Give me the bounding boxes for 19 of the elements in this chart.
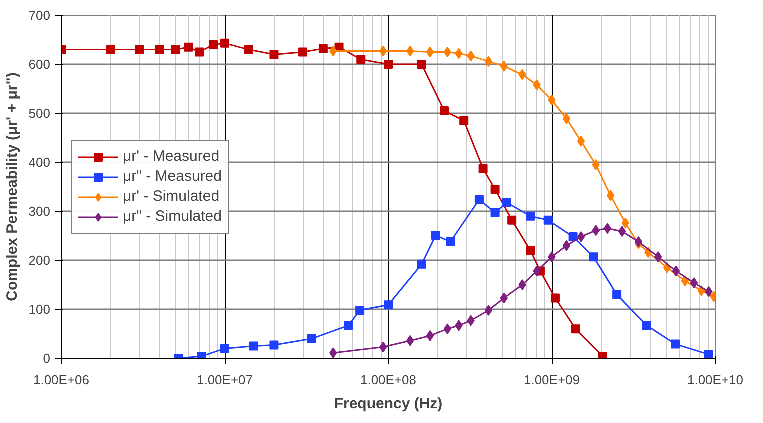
legend-label: μr' - Measured [123, 148, 220, 165]
y-tick-label: 300 [28, 204, 51, 219]
y-tick-label: 0 [43, 351, 51, 366]
y-tick-label: 600 [28, 57, 51, 72]
x-tick-label: 1.00E+07 [196, 372, 254, 388]
x-tick-label: 1.00E+08 [360, 372, 417, 388]
x-axis-title: Frequency (Hz) [334, 396, 443, 412]
x-tick-label: 1.00E+10 [687, 372, 744, 388]
x-tick-label: 1.00E+06 [33, 372, 90, 388]
y-tick-label: 700 [28, 8, 51, 23]
legend-label: μr" - Simulated [123, 208, 222, 225]
y-tick-label: 200 [28, 253, 51, 268]
y-tick-label: 400 [28, 155, 51, 170]
legend-label: μr" - Measured [123, 168, 222, 185]
y-tick-label: 100 [28, 302, 51, 317]
y-tick-label: 500 [28, 106, 51, 121]
legend-label: μr' - Simulated [123, 188, 220, 205]
y-axis-title: Complex Permeability (μr' + μr") [4, 72, 21, 302]
x-tick-label: 1.00E+09 [524, 372, 580, 388]
